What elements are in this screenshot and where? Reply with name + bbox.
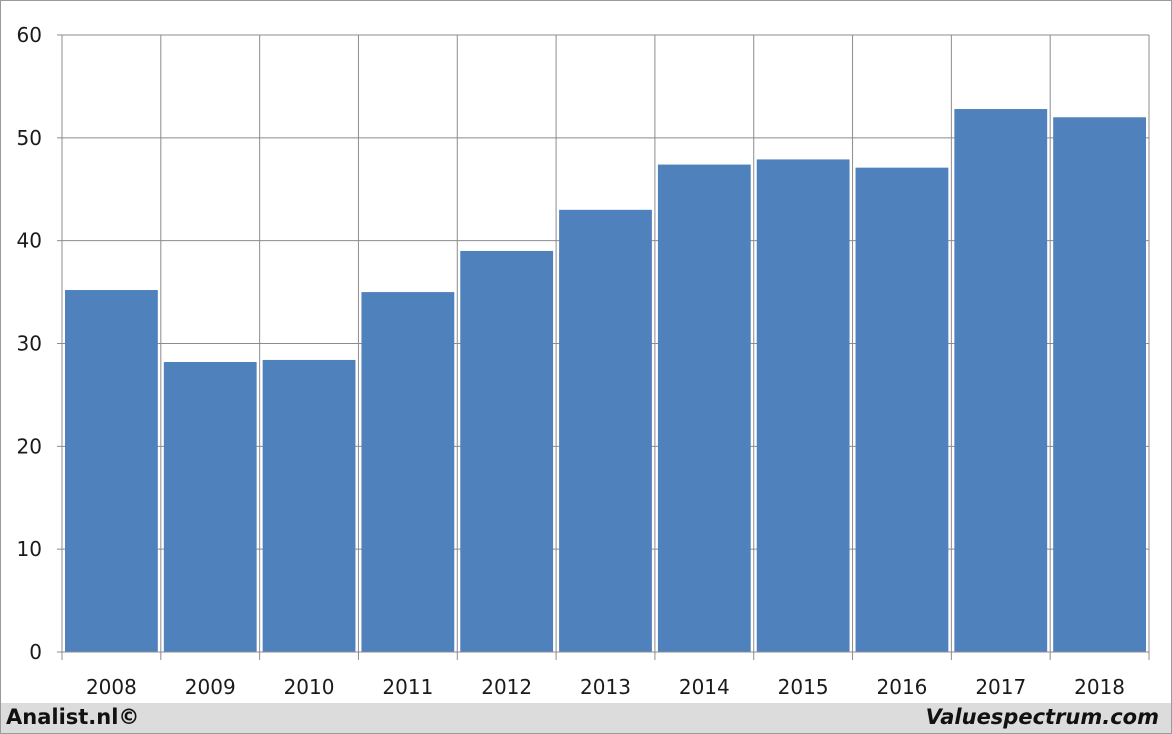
x-tick-label: 2017 — [975, 675, 1026, 699]
footer-bar: Analist.nl© Valuespectrum.com — [1, 703, 1171, 733]
x-tick-label: 2015 — [778, 675, 829, 699]
valuespectrum-credit: Valuespectrum.com — [925, 705, 1159, 729]
y-tick-label: 40 — [17, 229, 42, 253]
bar-2012 — [460, 250, 554, 652]
y-tick-label: 20 — [17, 434, 42, 458]
bar-2010 — [262, 359, 356, 652]
y-tick-label: 50 — [17, 126, 42, 150]
x-tick-label: 2009 — [185, 675, 236, 699]
bar-2014 — [657, 164, 751, 652]
bar-2016 — [855, 167, 949, 652]
axes — [57, 34, 1150, 660]
bar-2011 — [361, 292, 455, 652]
bars — [65, 109, 1146, 653]
x-tick-label: 2013 — [580, 675, 631, 699]
bar-2015 — [756, 159, 850, 652]
y-tick-labels: 0 10 20 30 40 50 60 — [17, 23, 42, 664]
bar-2017 — [954, 109, 1048, 653]
analist-credit: Analist.nl© — [6, 705, 140, 729]
x-tick-label: 2016 — [877, 675, 928, 699]
y-tick-label: 0 — [29, 640, 42, 664]
bar-2013 — [559, 209, 652, 653]
bar-2009 — [163, 362, 257, 652]
bar-2018 — [1053, 117, 1146, 653]
x-tick-label: 2012 — [481, 675, 532, 699]
y-tick-label: 30 — [17, 332, 42, 356]
y-tick-label: 10 — [17, 537, 42, 561]
y-tick-label: 60 — [17, 23, 42, 47]
x-tick-labels: 2008 2009 2010 2011 2012 2013 2014 2015 2016 2017… — [86, 675, 1125, 699]
x-tick-label: 2010 — [284, 675, 335, 699]
x-tick-label: 2014 — [679, 675, 730, 699]
bar-2008 — [65, 290, 158, 652]
x-tick-label: 2011 — [382, 675, 433, 699]
x-tick-label: 2008 — [86, 675, 137, 699]
grid-lines — [62, 34, 1150, 652]
x-tick-label: 2018 — [1074, 675, 1125, 699]
